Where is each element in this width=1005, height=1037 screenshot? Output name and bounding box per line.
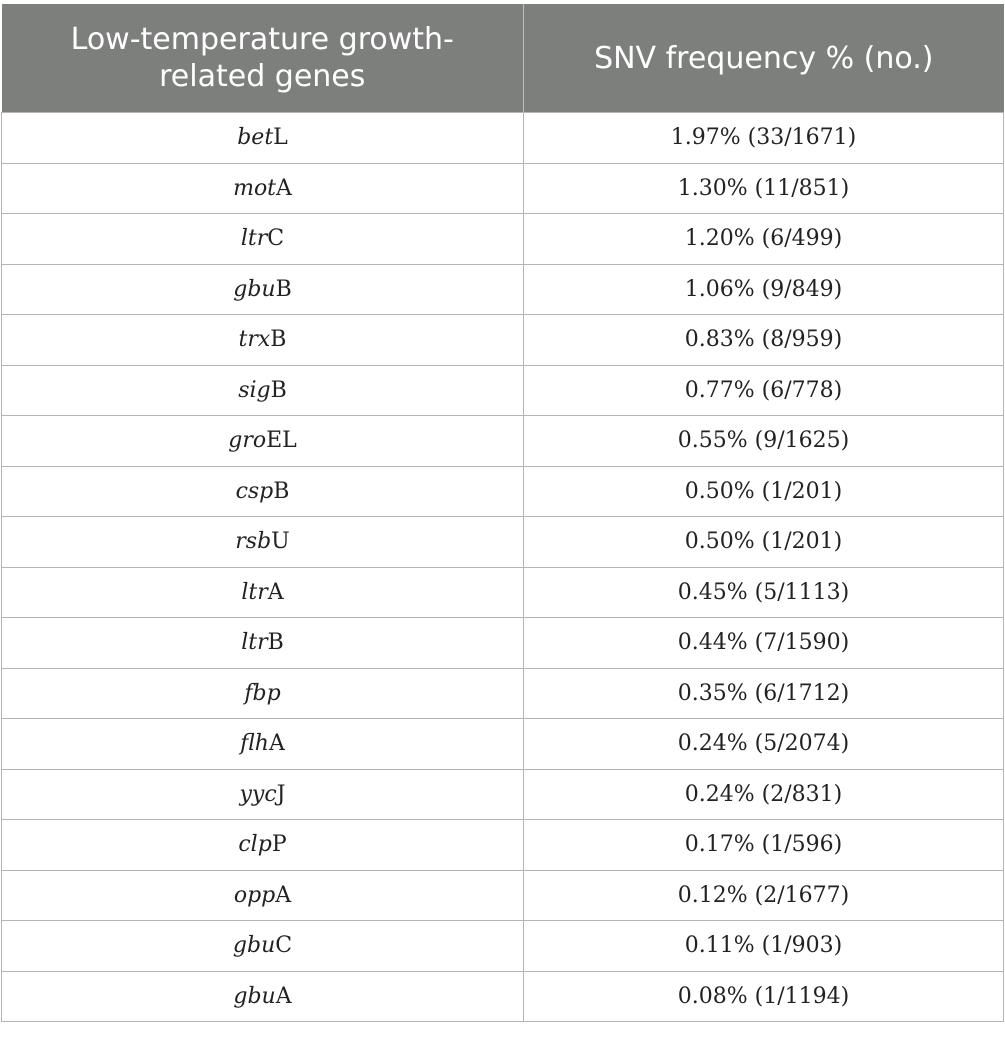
table-row: clpP 0.17% (1/596) bbox=[1, 819, 1004, 871]
table-row: groEL 0.55% (9/1625) bbox=[1, 415, 1004, 467]
gene-cell: motA bbox=[1, 162, 524, 214]
table-body: betL 1.97% (33/1671) motA 1.30% (11/851) ltr… bbox=[1, 112, 1004, 1022]
gene-cell: groEL bbox=[1, 415, 524, 467]
table-row: cspB 0.50% (1/201) bbox=[1, 465, 1004, 517]
gene-name-suffix: A bbox=[276, 175, 292, 201]
snv-frequency-cell: 0.35% (6/1712) bbox=[523, 667, 1004, 719]
table-row: yycJ 0.24% (2/831) bbox=[1, 768, 1004, 820]
table-row: gbuC 0.11% (1/903) bbox=[1, 920, 1004, 972]
table-row: trxB 0.83% (8/959) bbox=[1, 314, 1004, 366]
snv-frequency-cell: 0.24% (5/2074) bbox=[523, 718, 1004, 770]
gene-name-suffix: A bbox=[275, 983, 292, 1009]
gene-name-suffix: B bbox=[273, 478, 290, 504]
gene-cell: betL bbox=[1, 112, 524, 164]
gene-cell: gbuC bbox=[1, 920, 524, 972]
snv-frequency-cell: 0.08% (1/1194) bbox=[523, 970, 1004, 1022]
snv-frequency-cell: 0.77% (6/778) bbox=[523, 364, 1004, 416]
gene-cell: gbuA bbox=[1, 970, 524, 1022]
snv-frequency-cell: 0.55% (9/1625) bbox=[523, 415, 1004, 467]
gene-name-suffix: C bbox=[267, 226, 285, 252]
gene-cell: clpP bbox=[1, 819, 524, 871]
gene-cell: ltrA bbox=[1, 566, 524, 618]
header-genes: Low-temperature growth-related genes bbox=[1, 4, 524, 113]
gene-name-suffix: P bbox=[271, 832, 287, 858]
gene-cell: sigB bbox=[1, 364, 524, 416]
gene-name-suffix: L bbox=[273, 125, 288, 151]
gene-name-italic: csp bbox=[235, 478, 274, 504]
header-row: Low-temperature growth-related genes SNV… bbox=[1, 4, 1004, 113]
gene-name-italic: gro bbox=[228, 428, 267, 454]
gene-name-italic: flh bbox=[240, 731, 269, 757]
gene-name-italic: gbu bbox=[233, 983, 276, 1009]
gene-name-suffix: A bbox=[268, 731, 285, 757]
table-row: motA 1.30% (11/851) bbox=[1, 162, 1004, 214]
gene-name-italic: ltr bbox=[241, 579, 268, 605]
gene-name-italic: ltr bbox=[241, 630, 268, 656]
snv-frequency-cell: 0.50% (1/201) bbox=[523, 516, 1004, 568]
snv-frequency-cell: 1.06% (9/849) bbox=[523, 263, 1004, 315]
gene-name-italic: gbu bbox=[232, 933, 276, 959]
snv-frequency-cell: 1.20% (6/499) bbox=[523, 213, 1004, 265]
gene-cell: oppA bbox=[1, 869, 524, 921]
gene-name-suffix: J bbox=[276, 781, 286, 807]
gene-cell: rsbU bbox=[1, 516, 524, 568]
gene-name-suffix: A bbox=[275, 882, 292, 908]
gene-name-italic: ltr bbox=[240, 226, 268, 252]
snv-frequency-cell: 1.30% (11/851) bbox=[523, 162, 1004, 214]
gene-name-italic: gbu bbox=[233, 276, 276, 302]
table-row: ltrB 0.44% (7/1590) bbox=[1, 617, 1004, 669]
gene-name-suffix: B bbox=[270, 377, 287, 403]
snv-frequency-cell: 0.44% (7/1590) bbox=[523, 617, 1004, 669]
table-row: gbuA 0.08% (1/1194) bbox=[1, 970, 1004, 1022]
table-row: oppA 0.12% (2/1677) bbox=[1, 869, 1004, 921]
gene-name-italic: bet bbox=[237, 125, 274, 151]
gene-name-suffix: B bbox=[270, 327, 287, 353]
snv-frequency-cell: 0.50% (1/201) bbox=[523, 465, 1004, 517]
table-row: sigB 0.77% (6/778) bbox=[1, 364, 1004, 416]
gene-name-italic: mot bbox=[233, 175, 277, 201]
snv-frequency-cell: 0.24% (2/831) bbox=[523, 768, 1004, 820]
gene-name-suffix: A bbox=[267, 579, 284, 605]
table-row: rsbU 0.50% (1/201) bbox=[1, 516, 1004, 568]
snv-frequency-cell: 0.17% (1/596) bbox=[523, 819, 1004, 871]
snv-frequency-cell: 0.45% (5/1113) bbox=[523, 566, 1004, 618]
gene-cell: ltrC bbox=[1, 213, 524, 265]
table-header: Low-temperature growth-related genes SNV… bbox=[1, 4, 1004, 113]
gene-cell: trxB bbox=[1, 314, 524, 366]
table-row: betL 1.97% (33/1671) bbox=[1, 112, 1004, 164]
gene-cell: gbuB bbox=[1, 263, 524, 315]
gene-name-suffix: B bbox=[267, 630, 284, 656]
snv-frequency-cell: 0.11% (1/903) bbox=[523, 920, 1004, 972]
gene-cell: cspB bbox=[1, 465, 524, 517]
table-row: ltrA 0.45% (5/1113) bbox=[1, 566, 1004, 618]
table-row: gbuB 1.06% (9/849) bbox=[1, 263, 1004, 315]
gene-name-italic: fbp bbox=[244, 680, 281, 706]
snv-frequency-cell: 0.12% (2/1677) bbox=[523, 869, 1004, 921]
gene-cell: fbp bbox=[1, 667, 524, 719]
gene-cell: flhA bbox=[1, 718, 524, 770]
gene-name-suffix: B bbox=[275, 276, 292, 302]
snv-frequency-table: Low-temperature growth-related genes SNV… bbox=[1, 4, 1004, 1022]
gene-name-suffix: C bbox=[275, 933, 293, 959]
table-row: ltrC 1.20% (6/499) bbox=[1, 213, 1004, 265]
table-row: fbp 0.35% (6/1712) bbox=[1, 667, 1004, 719]
snv-frequency-cell: 1.97% (33/1671) bbox=[523, 112, 1004, 164]
gene-cell: yycJ bbox=[1, 768, 524, 820]
header-snv-frequency: SNV frequency % (no.) bbox=[523, 4, 1004, 113]
gene-name-italic: clp bbox=[238, 832, 272, 858]
gene-name-italic: rsb bbox=[235, 529, 272, 555]
gene-name-italic: opp bbox=[233, 882, 276, 908]
gene-name-italic: trx bbox=[238, 327, 271, 353]
gene-name-italic: sig bbox=[238, 377, 271, 403]
gene-name-suffix: U bbox=[271, 529, 290, 555]
table-row: flhA 0.24% (5/2074) bbox=[1, 718, 1004, 770]
gene-cell: ltrB bbox=[1, 617, 524, 669]
gene-name-italic: yyc bbox=[239, 781, 277, 807]
snv-frequency-cell: 0.83% (8/959) bbox=[523, 314, 1004, 366]
gene-name-suffix: EL bbox=[266, 428, 297, 454]
